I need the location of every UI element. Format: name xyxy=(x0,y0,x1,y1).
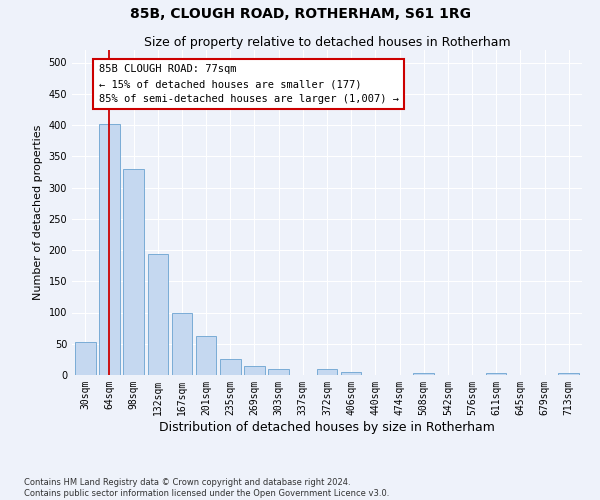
Bar xyxy=(196,336,217,375)
Bar xyxy=(317,369,337,375)
Bar xyxy=(172,312,192,375)
Text: 85B CLOUGH ROAD: 77sqm
← 15% of detached houses are smaller (177)
85% of semi-de: 85B CLOUGH ROAD: 77sqm ← 15% of detached… xyxy=(98,64,398,104)
Bar xyxy=(486,373,506,375)
Bar xyxy=(341,372,361,375)
Text: 85B, CLOUGH ROAD, ROTHERHAM, S61 1RG: 85B, CLOUGH ROAD, ROTHERHAM, S61 1RG xyxy=(130,8,470,22)
Bar xyxy=(413,373,434,375)
Bar xyxy=(99,124,120,375)
Bar xyxy=(124,169,144,375)
X-axis label: Distribution of detached houses by size in Rotherham: Distribution of detached houses by size … xyxy=(159,420,495,434)
Bar xyxy=(559,373,579,375)
Bar xyxy=(220,360,241,375)
Bar xyxy=(148,254,168,375)
Bar xyxy=(75,342,95,375)
Title: Size of property relative to detached houses in Rotherham: Size of property relative to detached ho… xyxy=(143,36,511,49)
Y-axis label: Number of detached properties: Number of detached properties xyxy=(33,125,43,300)
Bar xyxy=(244,366,265,375)
Bar xyxy=(268,369,289,375)
Text: Contains HM Land Registry data © Crown copyright and database right 2024.
Contai: Contains HM Land Registry data © Crown c… xyxy=(24,478,389,498)
